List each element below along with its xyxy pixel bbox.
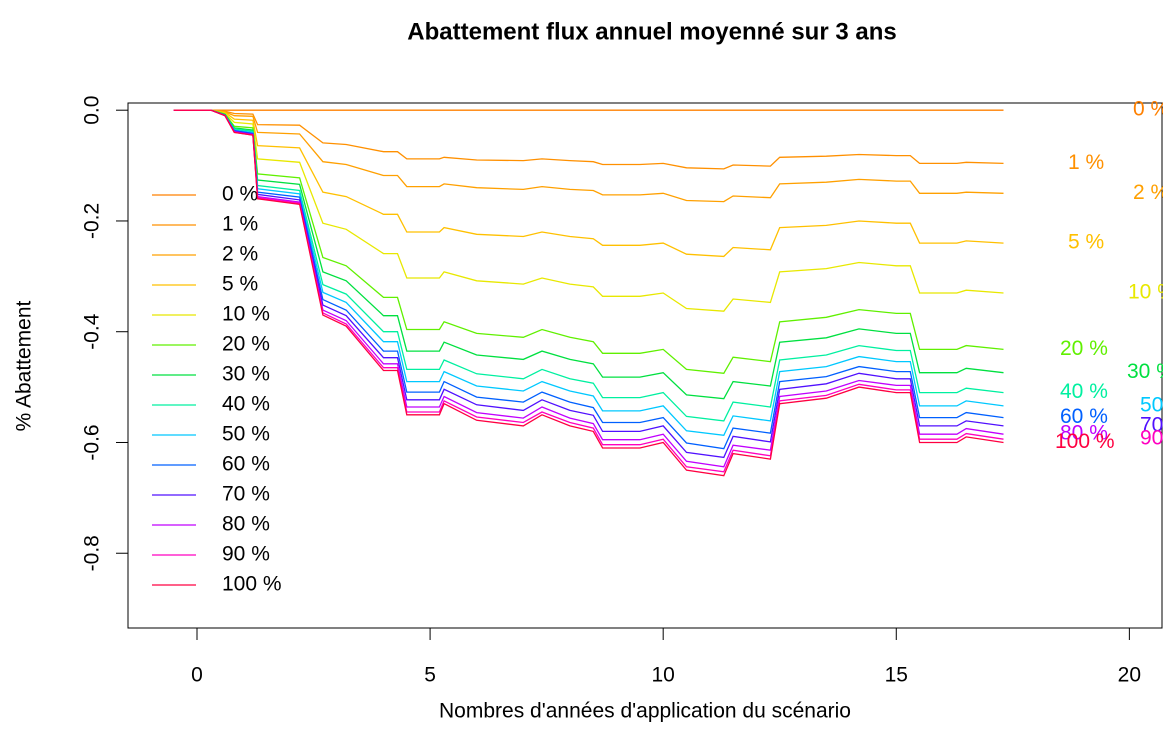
legend-label: 60 % [222,453,270,476]
series-line [173,109,1004,312]
series-end-label: 50 % [1140,393,1163,416]
legend-label: 90 % [222,543,270,566]
legend-label: 2 % [222,243,258,266]
x-axis-label: Nombres d'années d'application du scénar… [439,700,851,723]
y-tick-label: -0.6 [81,424,104,460]
legend-label: 0 % [222,183,258,206]
series-line [173,109,1004,170]
x-tick-label: 0 [191,664,203,687]
chart-title: Abattement flux annuel moyenné sur 3 ans [407,18,896,45]
legend-label: 100 % [222,573,282,596]
series-line [173,109,1004,203]
series-line [173,109,1004,473]
x-tick-label: 10 [652,664,675,687]
series-end-label: 20 % [1060,337,1108,360]
legend-label: 5 % [222,273,258,296]
legend-label: 1 % [222,213,258,236]
series-end-label: 70 % [1140,413,1163,436]
legend-label: 20 % [222,333,270,356]
y-tick-label: -0.2 [81,203,104,239]
y-tick-label: -0.8 [81,535,104,571]
legend-label: 30 % [222,363,270,386]
series-line [173,109,1004,459]
series-end-label: 2 % [1133,181,1163,204]
legend-label: 70 % [222,483,270,506]
legend-label: 10 % [222,303,270,326]
y-axis-label: % Abattement [13,300,36,431]
series-line [173,109,1004,468]
legend-label: 40 % [222,393,270,416]
series-line [173,109,1004,477]
legend-label: 80 % [222,513,270,536]
series-line [173,109,1004,374]
x-tick-label: 20 [1118,664,1141,687]
plot-box [127,102,1163,629]
series-end-label: 40 % [1060,380,1108,403]
series-line [173,109,1004,400]
series-end-label: 1 % [1068,151,1104,174]
y-tick-label: -0.4 [81,313,104,350]
x-tick-label: 15 [885,664,908,687]
series-end-label: 100 % [1055,430,1115,453]
series-end-label: 10 % [1128,280,1163,303]
series-end-label: 60 % [1060,405,1108,428]
series-end-label: 90 % [1140,427,1163,450]
series-end-label: 5 % [1068,231,1104,254]
y-tick-label: 0.0 [81,96,104,125]
series-end-label: 0 % [1133,98,1163,121]
series-end-label: 80 % [1060,422,1108,445]
legend-label: 50 % [222,423,270,446]
series-line [173,109,1004,450]
series-line [173,109,1004,258]
series-line [173,109,1004,422]
series-line [173,109,1004,437]
series-end-label: 30 % [1127,360,1163,383]
x-tick-label: 5 [424,664,436,687]
